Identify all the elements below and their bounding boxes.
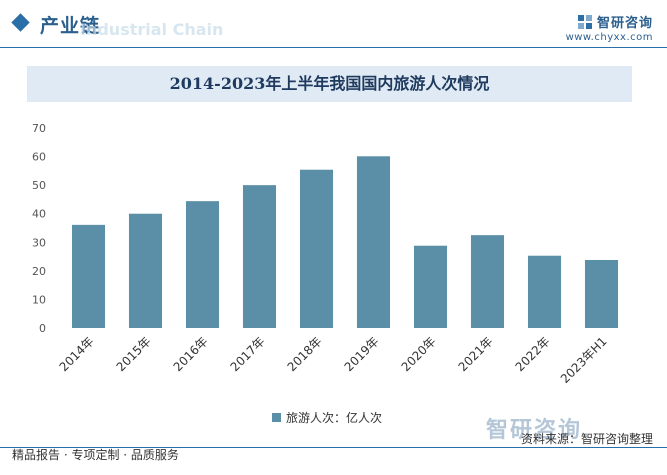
header-divider <box>0 47 667 48</box>
page-header: 产业链 Industrial Chain 智研咨询 www.chyxx.com <box>0 0 667 50</box>
bar <box>413 245 448 328</box>
y-tick-label: 40 <box>32 208 46 221</box>
footer-watermark: 智研咨询 <box>486 418 583 443</box>
y-tick-label: 10 <box>32 293 46 306</box>
x-tick-label: 2015年 <box>114 334 154 374</box>
bar <box>584 260 619 328</box>
y-tick-label: 60 <box>32 151 46 164</box>
x-tick-label: 2017年 <box>228 334 268 374</box>
footer-tagline: 精品报告 · 专项定制 · 品质服务 <box>12 448 179 462</box>
data-source: 资料来源：智研咨询整理 <box>520 432 653 446</box>
legend-swatch <box>272 413 281 422</box>
x-tick-label: 2019年 <box>342 334 382 374</box>
bar <box>71 224 106 328</box>
brand-logo-icon <box>577 14 592 29</box>
bar <box>242 185 277 328</box>
bar <box>128 213 163 328</box>
bar <box>470 235 505 328</box>
footer-divider <box>0 447 667 448</box>
x-tick-label: 2021年 <box>456 334 496 374</box>
bar <box>299 169 334 328</box>
x-tick-label: 2020年 <box>399 334 439 374</box>
page-footer: 智研咨询 资料来源：智研咨询整理 精品报告 · 专项定制 · 品质服务 <box>0 418 667 475</box>
y-tick-label: 70 <box>32 122 46 135</box>
chart-title-band: 2014-2023年上半年我国国内旅游人次情况 <box>27 66 632 102</box>
x-tick-label: 2018年 <box>285 334 325 374</box>
x-tick-label: 2023年H1 <box>558 334 610 386</box>
brand-block: 智研咨询 www.chyxx.com <box>566 12 653 43</box>
brand-name: 智研咨询 <box>596 16 653 31</box>
brand-url: www.chyxx.com <box>565 32 653 43</box>
chart-title: 2014-2023年上半年我国国内旅游人次情况 <box>169 74 490 93</box>
section-subtitle-watermark: Industrial Chain <box>80 20 224 39</box>
y-tick-label: 20 <box>32 265 46 278</box>
bar <box>185 201 220 328</box>
legend-label: 旅游人次：亿人次 <box>286 411 383 425</box>
y-tick-label: 30 <box>32 236 46 249</box>
bar <box>356 156 391 328</box>
x-tick-label: 2022年 <box>513 334 553 374</box>
section-title: 产业链 <box>40 15 101 37</box>
bar <box>527 255 562 328</box>
x-tick-label: 2016年 <box>171 334 211 374</box>
chart-legend: 旅游人次：亿人次 <box>272 409 382 426</box>
x-tick-label: 2014年 <box>57 334 97 374</box>
y-tick-label: 50 <box>32 179 46 192</box>
y-tick-label: 0 <box>39 322 46 335</box>
